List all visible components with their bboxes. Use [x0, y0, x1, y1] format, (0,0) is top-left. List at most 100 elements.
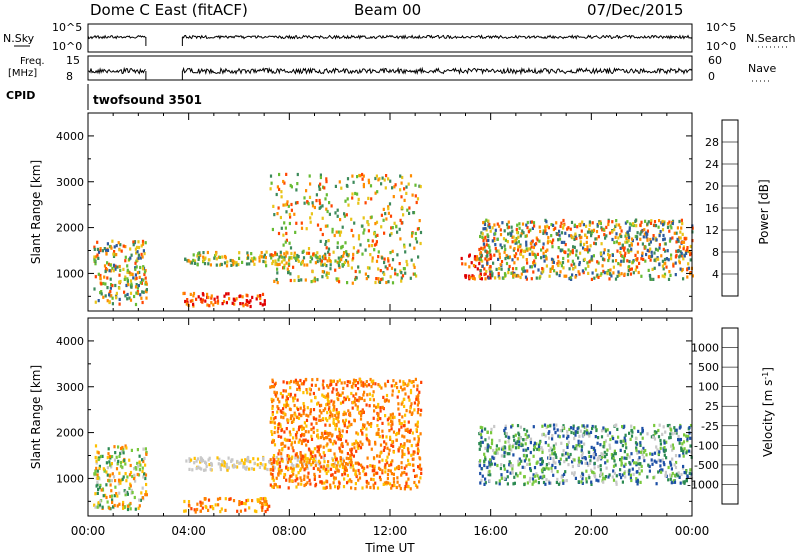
- echo-cell: [371, 256, 374, 260]
- echo-cell: [416, 411, 419, 415]
- echo-cell: [675, 472, 678, 476]
- echo-cell: [225, 292, 228, 296]
- echo-cell: [309, 482, 312, 486]
- echo-cell: [297, 440, 300, 444]
- echo-cell: [534, 255, 537, 260]
- echo-cell: [565, 479, 568, 483]
- echo-cell: [300, 482, 303, 486]
- echo-cell: [268, 504, 271, 508]
- echo-cell: [200, 467, 203, 471]
- velocity-x-ticks: [87, 318, 693, 516]
- echo-cell: [357, 249, 360, 253]
- echo-cell: [405, 191, 408, 195]
- echo-cell: [550, 469, 553, 473]
- echo-cell: [553, 269, 556, 273]
- echo-cell: [572, 267, 575, 271]
- echo-cell: [239, 461, 242, 465]
- echo-cell: [636, 478, 639, 482]
- echo-cell: [357, 237, 361, 241]
- echo-cell: [397, 464, 400, 469]
- echo-cell: [261, 505, 264, 510]
- echo-cell: [109, 494, 112, 499]
- echo-cell: [96, 491, 99, 495]
- echo-cell: [306, 475, 309, 479]
- echo-cell: [518, 461, 521, 466]
- echo-cell: [679, 254, 682, 258]
- echo-cell: [606, 459, 609, 463]
- echo-cell: [277, 426, 280, 430]
- echo-cell: [303, 380, 306, 384]
- echo-cell: [413, 265, 416, 269]
- echo-cell: [563, 460, 566, 464]
- echo-cell: [569, 227, 572, 231]
- echo-cell: [226, 468, 229, 472]
- echo-cell: [391, 249, 394, 253]
- echo-cell: [118, 471, 121, 475]
- echo-cell: [130, 285, 133, 289]
- echo-cell: [269, 385, 272, 389]
- echo-cell: [133, 473, 136, 477]
- echo-cell: [272, 463, 275, 467]
- echo-cell: [654, 224, 658, 228]
- echo-cell: [289, 474, 292, 478]
- echo-cell: [574, 476, 577, 480]
- echo-cell: [277, 407, 280, 411]
- echo-cell: [387, 422, 390, 426]
- velocity-colorbar-tick-label: 500: [698, 361, 719, 374]
- echo-cell: [624, 462, 627, 466]
- echo-cell: [286, 438, 289, 442]
- echo-cell: [304, 453, 307, 457]
- echo-cell: [261, 508, 264, 512]
- echo-cell: [637, 462, 640, 466]
- echo-cell: [495, 481, 498, 485]
- echo-cell: [589, 244, 592, 248]
- echo-cell: [621, 425, 624, 429]
- echo-cell: [419, 241, 422, 246]
- echo-cell: [273, 279, 276, 283]
- echo-cell: [209, 263, 212, 267]
- echo-cell: [400, 181, 403, 185]
- echo-cell: [488, 460, 491, 464]
- echo-cell: [646, 432, 649, 436]
- echo-cell: [311, 270, 314, 274]
- echo-cell: [297, 416, 301, 420]
- echo-cell: [375, 259, 379, 263]
- echo-cell: [461, 262, 464, 266]
- echo-cell: [583, 257, 586, 261]
- echo-cell: [360, 463, 363, 467]
- echo-cell: [401, 175, 404, 180]
- echo-cell: [324, 242, 327, 246]
- echo-cell: [314, 454, 317, 458]
- echo-cell: [547, 443, 550, 447]
- echo-cell: [678, 245, 681, 249]
- echo-cell: [340, 246, 343, 250]
- echo-cell: [570, 234, 573, 238]
- echo-cell: [242, 465, 245, 469]
- echo-cell: [506, 475, 509, 479]
- echo-cell: [142, 278, 145, 282]
- echo-cell: [482, 227, 485, 231]
- echo-cell: [314, 383, 317, 387]
- echo-cell: [110, 246, 113, 250]
- echo-cell: [562, 223, 565, 227]
- echo-cell: [337, 262, 340, 266]
- nave-tick-bottom: 0: [708, 70, 715, 83]
- echo-cell: [516, 230, 519, 235]
- echo-cell: [517, 240, 520, 244]
- echo-cell: [389, 469, 392, 473]
- echo-cell: [311, 204, 315, 208]
- echo-cell: [105, 251, 108, 255]
- echo-cell: [383, 440, 386, 444]
- echo-cell: [319, 444, 322, 448]
- echo-cell: [296, 172, 299, 177]
- echo-cell: [232, 499, 236, 503]
- echo-cell: [241, 302, 244, 306]
- echo-cell: [94, 492, 97, 496]
- echo-cell: [594, 475, 597, 479]
- echo-cell: [479, 481, 482, 485]
- echo-cell: [121, 445, 124, 450]
- echo-cell: [96, 247, 99, 251]
- echo-cell: [674, 428, 677, 432]
- echo-cell: [491, 274, 494, 278]
- echo-cell: [416, 420, 419, 424]
